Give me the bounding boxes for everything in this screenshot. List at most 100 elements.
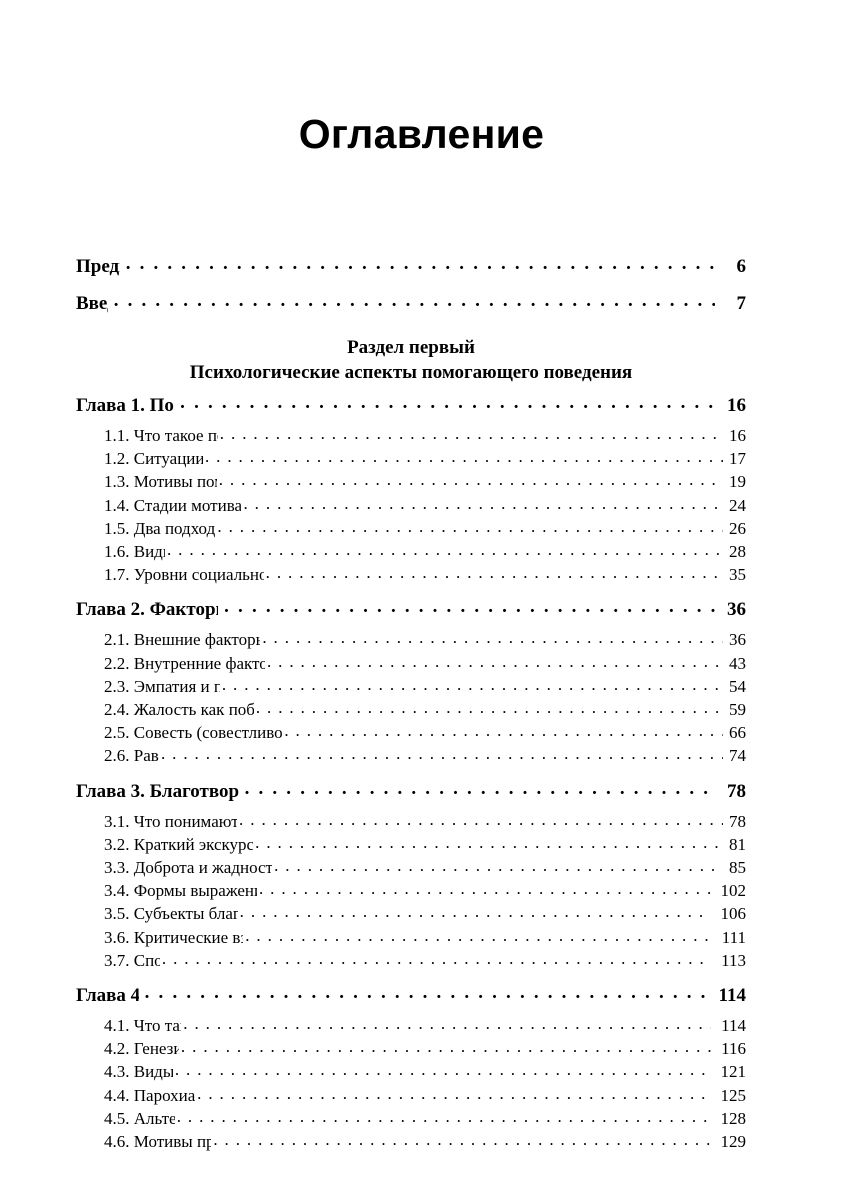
dot-leader xyxy=(262,626,723,649)
toc-entry-page: 74 xyxy=(729,746,746,766)
toc-entry-page: 114 xyxy=(721,1016,746,1036)
dot-leader xyxy=(177,1105,711,1128)
toc-entry-label: 3.1. Что понимают под благотворительност… xyxy=(104,811,238,831)
dot-leader xyxy=(126,245,715,282)
section-list: 3.1. Что понимают под благотворительност… xyxy=(104,810,746,972)
dot-leader xyxy=(213,1128,711,1151)
toc-chapter-3[interactable]: Глава 3. Благотворительность (филантропи… xyxy=(76,774,746,810)
part-title: Психологические аспекты помогающего пове… xyxy=(189,362,633,383)
toc-section-3-5[interactable]: 3.5. Субъекты благотворительной деятельн… xyxy=(104,902,746,925)
chapter-group: Глава 3. Благотворительность (филантропи… xyxy=(76,774,746,972)
toc-section-4-6[interactable]: 4.6. Мотивы проявления альтруизма 129 xyxy=(104,1130,746,1153)
page-title: Оглавление xyxy=(298,111,545,157)
toc-entry-label: 2.2. Внутренние факторы, или Кто чаще ок… xyxy=(104,653,265,673)
toc-entry-page: 106 xyxy=(720,904,747,924)
toc-entry-page: 128 xyxy=(720,1108,747,1128)
toc-entry-page: 121 xyxy=(720,1062,747,1082)
dot-leader xyxy=(284,719,723,742)
toc-entry-page: 54 xyxy=(729,676,746,696)
toc-section-2-3[interactable]: 2.3. Эмпатия и помогающее поведение 54 xyxy=(104,675,746,698)
dot-leader xyxy=(205,445,723,468)
toc-entry-label: Глава 4. Альтруизм xyxy=(76,985,139,1007)
toc-chapter-1[interactable]: Глава 1. Помогающее поведение 16 xyxy=(76,388,746,424)
toc-section-1-3[interactable]: 1.3. Мотивы помогающего поведения 19 xyxy=(104,470,746,493)
toc-entry-label: Введение xyxy=(76,293,108,314)
toc-section-1-2[interactable]: 1.2. Ситуации оказания помощи 17 xyxy=(104,447,746,470)
dot-leader xyxy=(255,831,723,854)
toc-section-2-2[interactable]: 2.2. Внутренние факторы, или Кто чаще ок… xyxy=(104,652,746,675)
toc-chapter-4[interactable]: Глава 4. Альтруизм 114 xyxy=(76,978,746,1014)
toc-entry-page: 7 xyxy=(736,293,747,314)
toc-section-2-6[interactable]: 2.6. Равнодушие 74 xyxy=(104,744,746,767)
toc-entry-label: 1.5. Два подхода к оказанию помощи xyxy=(104,518,216,538)
toc-section-2-5[interactable]: 2.5. Совесть (совестливость) как регулят… xyxy=(104,721,746,744)
toc-section-3-2[interactable]: 3.2. Краткий экскурс в историю благотвор… xyxy=(104,833,746,856)
toc-entry-page: 66 xyxy=(729,723,746,743)
toc-entry-label: 3.7. Спонсорство xyxy=(104,950,160,970)
section-list: 2.1. Внешние факторы, или Когда и кому ч… xyxy=(104,628,746,767)
dot-leader xyxy=(167,538,723,561)
toc-entry-label: 4.2. Генезис альтруизма xyxy=(104,1039,179,1059)
toc-section-1-7[interactable]: 1.7. Уровни социальной зрелости помогающ… xyxy=(104,563,746,586)
toc-entry-label: Глава 3. Благотворительность (филантропи… xyxy=(76,780,239,802)
dot-leader xyxy=(274,854,723,877)
dot-leader xyxy=(181,1035,711,1058)
toc-entry-page: 35 xyxy=(729,565,746,585)
toc-section-4-3[interactable]: 4.3. Виды альтруизма 121 xyxy=(104,1060,746,1083)
dot-leader xyxy=(145,975,707,1011)
toc-section-2-4[interactable]: 2.4. Жалость как побудитель помогающего … xyxy=(104,698,746,721)
toc-entry-label: 3.5. Субъекты благотворительной деятельн… xyxy=(104,904,238,924)
toc-entry-page: 26 xyxy=(729,518,746,538)
dot-leader xyxy=(219,468,723,491)
dot-leader xyxy=(175,1058,711,1081)
toc-entry-label: Предисловие xyxy=(76,256,120,277)
toc-section-1-5[interactable]: 1.5. Два подхода к оказанию помощи 26 xyxy=(104,517,746,540)
toc-entry-label: 4.1. Что такое альтруизм xyxy=(104,1016,181,1036)
toc-entry-preface[interactable]: Предисловие 6 xyxy=(76,248,746,285)
section-list: 4.1. Что такое альтруизм 114 4.2. Генези… xyxy=(104,1014,746,1153)
toc-entry-page: 43 xyxy=(729,653,746,673)
dot-leader xyxy=(180,385,715,421)
dot-leader xyxy=(266,561,723,584)
toc-entry-introduction[interactable]: Введение 7 xyxy=(76,285,746,322)
toc-entry-label: 2.1. Внешние факторы, или Когда и кому ч… xyxy=(104,630,260,650)
toc-entry-page: 81 xyxy=(729,834,746,854)
toc-section-1-6[interactable]: 1.6. Виды помощи 28 xyxy=(104,540,746,563)
toc-entry-label: 1.3. Мотивы помогающего поведения xyxy=(104,472,217,492)
toc-entry-page: 36 xyxy=(729,630,746,650)
toc-entry-label: 3.4. Формы выражения благотворительной д… xyxy=(104,881,257,901)
toc-entry-label: Глава 2. Факторы, влияющие на оказание п… xyxy=(76,599,218,621)
toc-section-3-3[interactable]: 3.3. Доброта и жадность — два антипода б… xyxy=(104,856,746,879)
toc-section-3-4[interactable]: 3.4. Формы выражения благотворительной д… xyxy=(104,879,746,902)
toc-entry-label: Глава 1. Помогающее поведение xyxy=(76,395,174,416)
toc-section-1-4[interactable]: 1.4. Стадии мотивации помогающего поведе… xyxy=(104,494,746,517)
toc-section-1-1[interactable]: 1.1. Что такое помогающее поведение 16 xyxy=(104,424,746,447)
toc-section-4-5[interactable]: 4.5. Альтер-альтруизм 128 xyxy=(104,1107,746,1130)
toc-entry-page: 78 xyxy=(727,780,746,802)
toc-section-4-1[interactable]: 4.1. Что такое альтруизм 114 xyxy=(104,1014,746,1037)
toc-entry-label: 1.7. Уровни социальной зрелости помогающ… xyxy=(104,565,264,585)
dot-leader xyxy=(197,1082,711,1105)
dot-leader xyxy=(245,924,711,947)
toc-entry-page: 17 xyxy=(729,449,746,469)
toc-entry-page: 19 xyxy=(729,472,746,492)
front-matter-list: Предисловие 6 Введение 7 xyxy=(76,248,746,322)
toc-section-3-6[interactable]: 3.6. Критические взгляды на благотворите… xyxy=(104,926,746,949)
dot-leader xyxy=(217,515,723,538)
chapter-group: Глава 4. Альтруизм 114 4.1. Что такое ал… xyxy=(76,978,746,1153)
toc-entry-label: 1.2. Ситуации оказания помощи xyxy=(104,449,203,469)
toc-entry-page: 6 xyxy=(736,256,747,277)
toc-chapter-2[interactable]: Глава 2. Факторы, влияющие на оказание п… xyxy=(76,592,746,628)
toc-entry-label: 4.3. Виды альтруизма xyxy=(104,1062,173,1082)
toc-section-4-2[interactable]: 4.2. Генезис альтруизма 116 xyxy=(104,1037,746,1060)
toc-entry-page: 85 xyxy=(729,858,746,878)
dot-leader xyxy=(162,947,711,970)
toc-section-4-4[interactable]: 4.4. Парохиальный альтруизм 125 xyxy=(104,1084,746,1107)
toc-entry-label: 1.6. Виды помощи xyxy=(104,542,165,562)
toc-entry-label: 4.5. Альтер-альтруизм xyxy=(104,1108,175,1128)
toc-entry-page: 113 xyxy=(721,950,746,970)
toc-section-3-7[interactable]: 3.7. Спонсорство 113 xyxy=(104,949,746,972)
toc-section-2-1[interactable]: 2.1. Внешние факторы, или Когда и кому ч… xyxy=(104,628,746,651)
toc-section-3-1[interactable]: 3.1. Что понимают под благотворительност… xyxy=(104,810,746,833)
dot-leader xyxy=(183,1012,711,1035)
